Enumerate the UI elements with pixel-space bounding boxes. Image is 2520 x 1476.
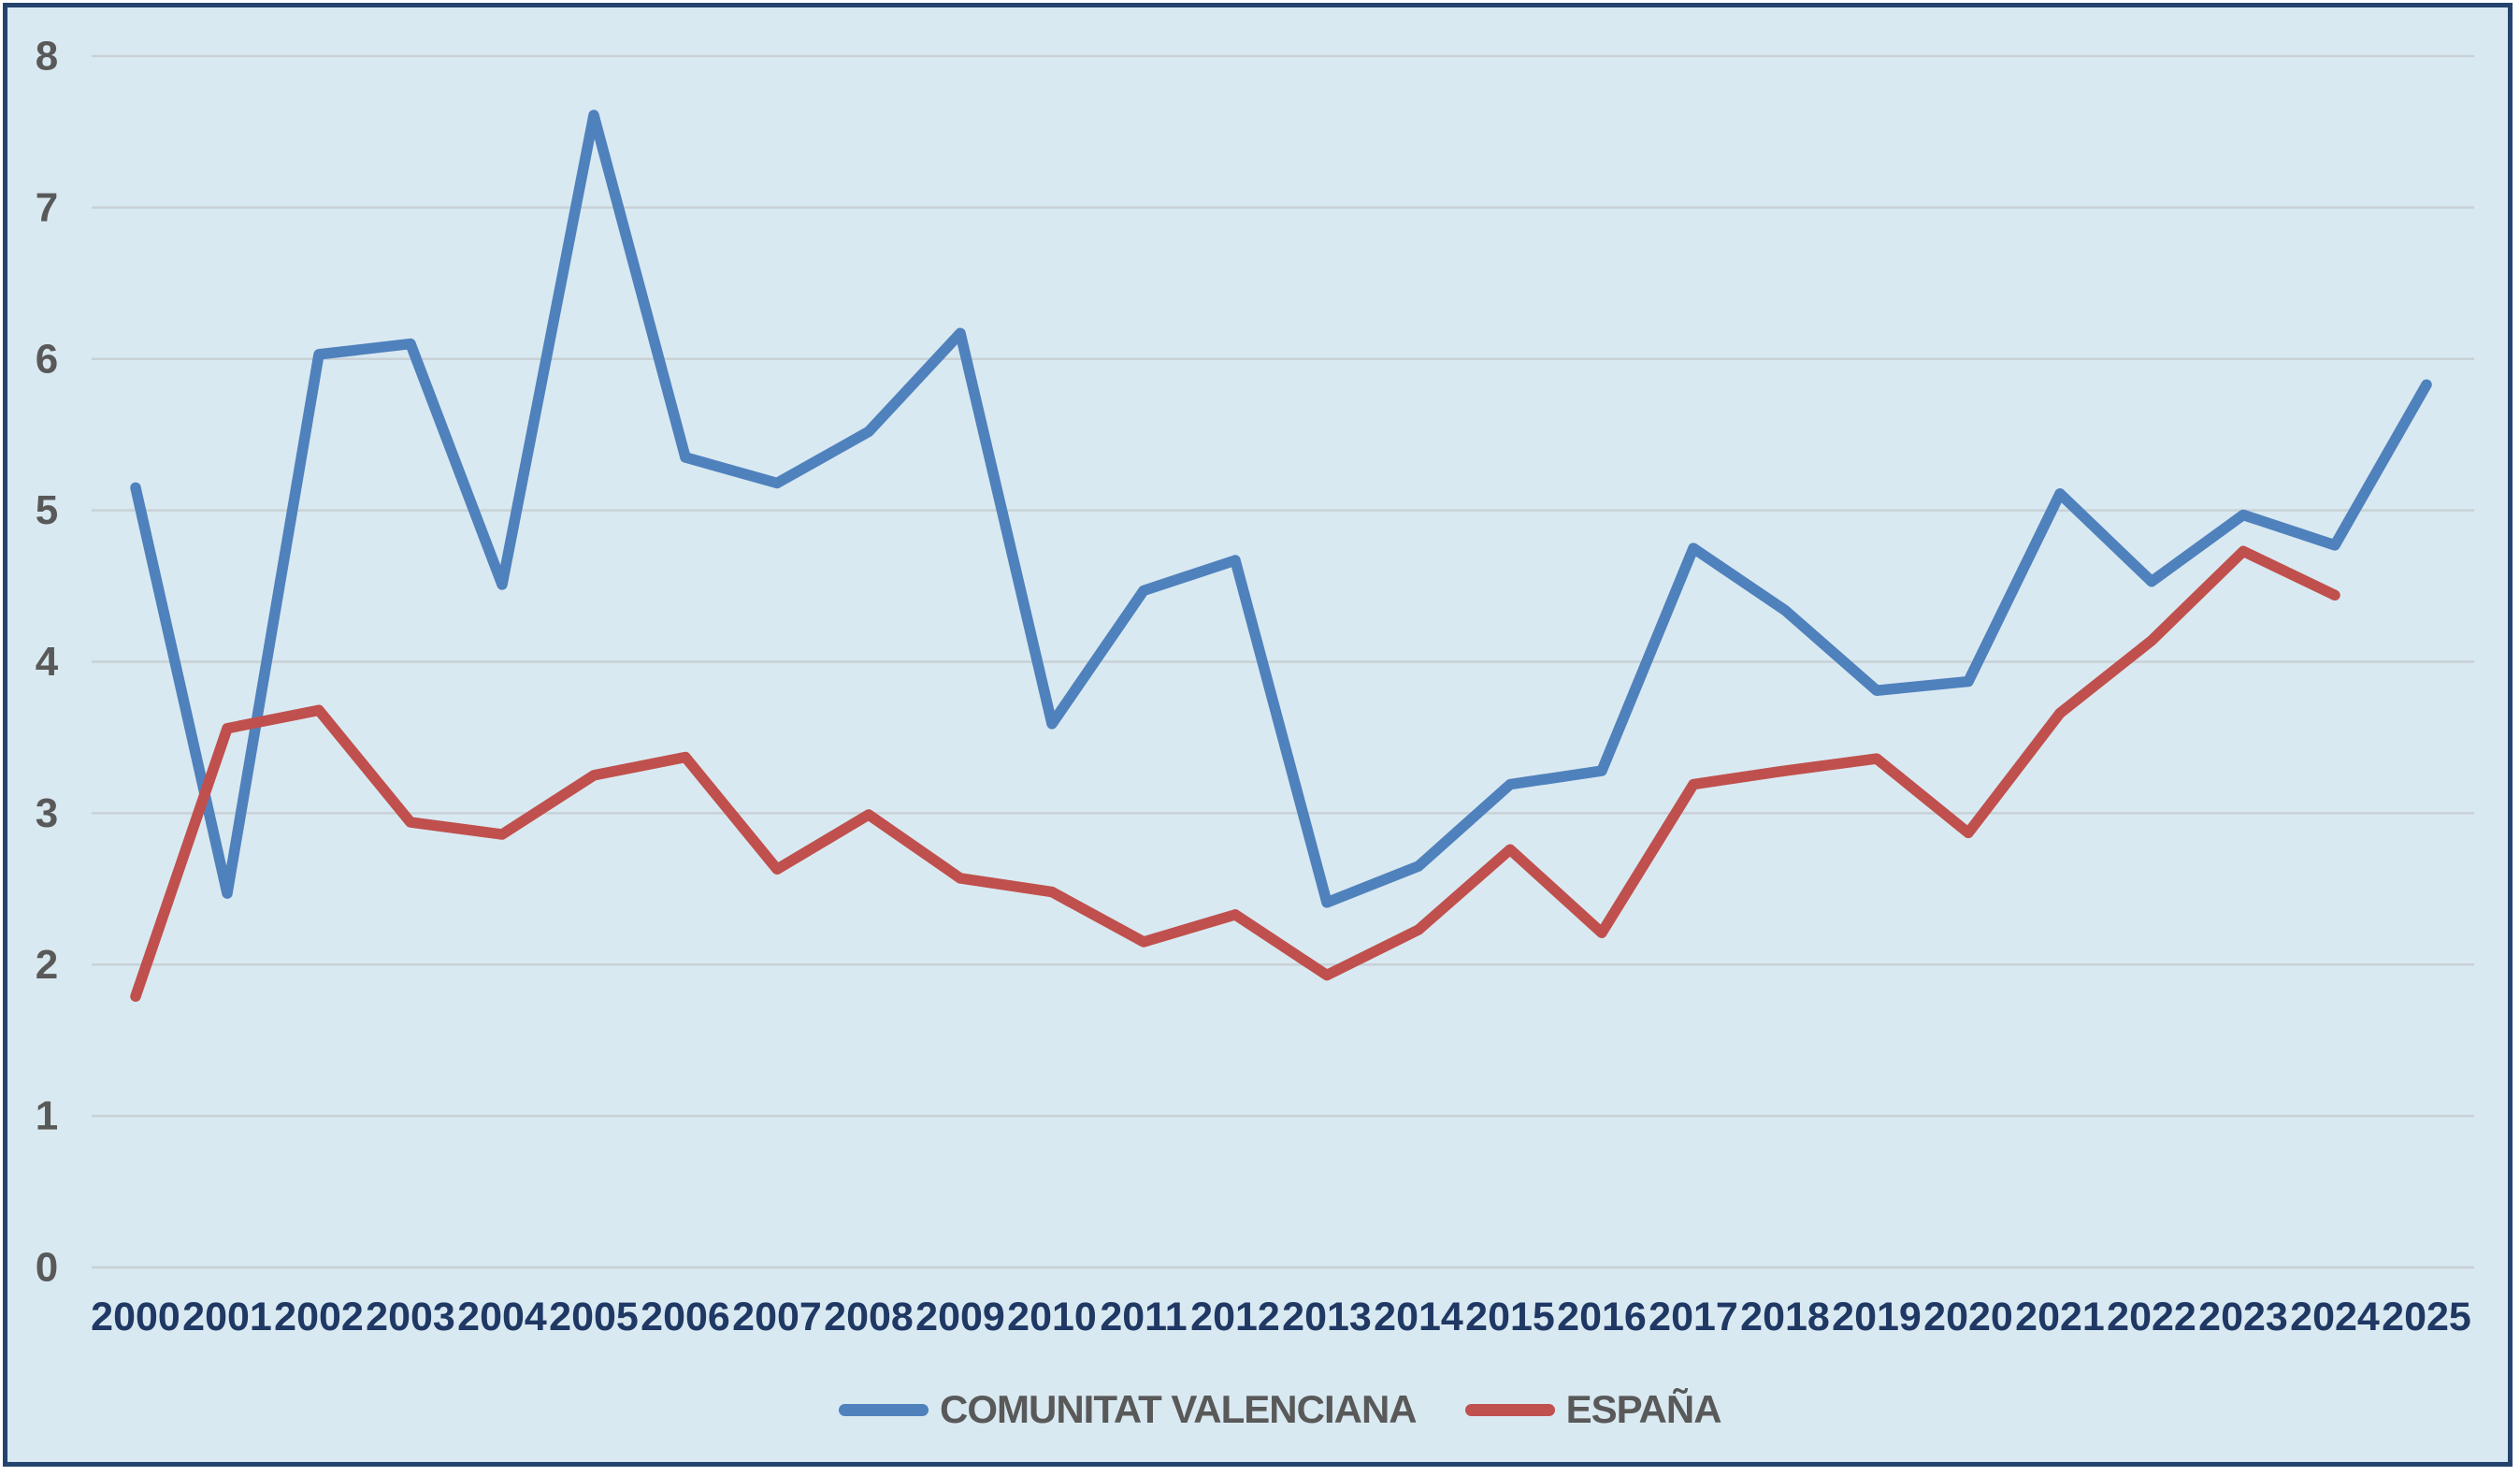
x-axis-tick-label: 2002: [274, 1295, 364, 1339]
y-axis-tick-label: 1: [36, 1093, 58, 1139]
legend-item-espana: ESPAÑA: [1464, 1387, 1722, 1432]
x-axis-tick-label: 2010: [1007, 1295, 1097, 1339]
x-axis-tick-label: 2020: [1923, 1295, 2013, 1339]
x-axis-tick-label: 2008: [824, 1295, 914, 1339]
x-axis-tick-label: 2023: [2198, 1295, 2288, 1339]
x-axis-tick-label: 2004: [457, 1295, 547, 1339]
y-axis-tick-label: 0: [36, 1245, 58, 1291]
chart-frame: 0 1 2 3 4 5 6 7 8 2000 2001 2002 2003 2004 2005 2006 200…: [3, 3, 2513, 1467]
legend-swatch-comunitat-valenciana-icon: [839, 1403, 929, 1416]
x-axis-tick-label: 2019: [1832, 1295, 1922, 1339]
y-axis: 0 1 2 3 4 5 6 7 8: [36, 34, 59, 1291]
y-axis-tick-label: 5: [36, 487, 58, 533]
gridlines: [92, 54, 2474, 1269]
x-axis-tick-label: 2025: [2382, 1295, 2471, 1339]
x-axis-tick-label: 2024: [2290, 1295, 2380, 1339]
x-axis-tick-label: 2015: [1465, 1295, 1555, 1339]
x-axis-tick-label: 2018: [1740, 1295, 1830, 1339]
x-axis-tick-label: 2016: [1557, 1295, 1647, 1339]
chart-legend: COMUNITAT VALENCIANA ESPAÑA: [839, 1382, 1722, 1438]
legend-item-comunitat-valenciana: COMUNITAT VALENCIANA: [839, 1387, 1418, 1432]
legend-label-comunitat-valenciana: COMUNITAT VALENCIANA: [940, 1387, 1418, 1431]
x-axis-tick-label: 2007: [732, 1295, 822, 1339]
y-axis-tick-label: 7: [36, 184, 58, 230]
y-axis-tick-label: 4: [36, 639, 59, 685]
legend-label-espana: ESPAÑA: [1565, 1387, 1722, 1431]
y-axis-tick-label: 2: [36, 942, 58, 988]
y-axis-tick-label: 6: [36, 336, 58, 382]
x-axis-tick-label: 2001: [182, 1295, 272, 1339]
x-axis-tick-label: 2003: [366, 1295, 455, 1339]
x-axis-tick-label: 2012: [1190, 1295, 1280, 1339]
series-line-espana: [130, 545, 2340, 1002]
series-line-comunitat-valenciana: [130, 109, 2432, 908]
x-axis-tick-label: 2005: [549, 1295, 639, 1339]
x-axis: 2000 2001 2002 2003 2004 2005 2006 2007 2008 2009…: [91, 1295, 2471, 1339]
x-axis-tick-label: 2006: [641, 1295, 730, 1339]
y-axis-tick-label: 3: [36, 790, 58, 836]
x-axis-tick-label: 2021: [2015, 1295, 2105, 1339]
x-axis-tick-label: 2000: [91, 1295, 180, 1339]
x-axis-tick-label: 2022: [2107, 1295, 2196, 1339]
y-axis-tick-label: 8: [36, 34, 58, 80]
legend-swatch-espana-icon: [1464, 1403, 1555, 1416]
x-axis-tick-label: 2009: [915, 1295, 1005, 1339]
x-axis-tick-label: 2011: [1100, 1295, 1187, 1339]
x-axis-tick-label: 2017: [1649, 1295, 1738, 1339]
x-axis-tick-label: 2014: [1374, 1295, 1463, 1339]
x-axis-tick-label: 2013: [1282, 1295, 1372, 1339]
